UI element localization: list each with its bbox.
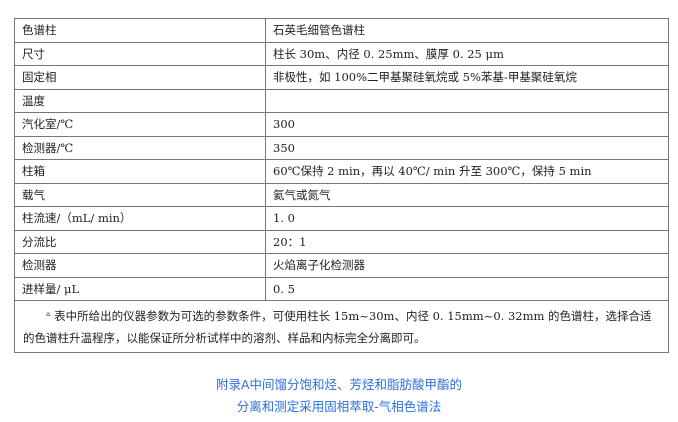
param-value: 300 — [265, 112, 669, 137]
param-name: 温度 — [14, 88, 266, 113]
param-value: 350 — [265, 135, 669, 160]
param-name: 汽化室/℃ — [14, 112, 266, 137]
param-value: 氦气或氮气 — [265, 182, 669, 207]
table-row: 检测器 火焰离子化检测器 — [14, 253, 669, 278]
table-row: 分流比 20：1 — [14, 229, 669, 254]
param-name: 固定相 — [14, 65, 266, 90]
table-row: 固定相 非极性，如 100%二甲基聚硅氧烷或 5%苯基-甲基聚硅氧烷 — [14, 65, 669, 90]
param-name: 检测器/℃ — [14, 135, 266, 160]
param-value: 非极性，如 100%二甲基聚硅氧烷或 5%苯基-甲基聚硅氧烷 — [265, 65, 669, 90]
table-row: 载气 氦气或氮气 — [14, 182, 669, 207]
param-name: 进样量/ μL — [14, 276, 266, 301]
table-row: 汽化室/℃ 300 — [14, 112, 669, 137]
param-value: 20：1 — [265, 229, 669, 254]
param-name: 载气 — [14, 182, 266, 207]
table-row: 进样量/ μL 0. 5 — [14, 276, 669, 301]
param-value: 1. 0 — [265, 206, 669, 231]
table-row: 尺寸 柱长 30m、内径 0. 25mm、膜厚 0. 25 μm — [14, 41, 669, 66]
param-value: 60℃保持 2 min，再以 40℃/ min 升至 300℃，保持 5 min — [265, 159, 669, 184]
param-name: 柱流速/（mL/ min） — [14, 206, 266, 231]
param-name: 检测器 — [14, 253, 266, 278]
param-name: 尺寸 — [14, 41, 266, 66]
gc-parameters-table: 色谱柱 石英毛细管色谱柱 尺寸 柱长 30m、内径 0. 25mm、膜厚 0. 25 … — [14, 18, 669, 353]
param-name: 分流比 — [14, 229, 266, 254]
param-value — [265, 88, 669, 113]
caption-line-1: 附录A中间馏分饱和烃、芳烃和脂肪酸甲酯的 — [215, 377, 463, 392]
table-row: 色谱柱 石英毛细管色谱柱 — [14, 18, 669, 43]
caption-line-2: 分离和测定采用固相萃取-气相色谱法 — [236, 399, 442, 414]
param-name: 色谱柱 — [14, 18, 266, 43]
param-value: 火焰离子化检测器 — [265, 253, 669, 278]
table-row: 柱箱 60℃保持 2 min，再以 40℃/ min 升至 300℃，保持 5 m… — [14, 159, 669, 184]
table-row: 检测器/℃ 350 — [14, 135, 669, 160]
param-value: 0. 5 — [265, 276, 669, 301]
param-value: 石英毛细管色谱柱 — [265, 18, 669, 43]
table-row: 温度 — [14, 88, 669, 113]
table-row: 柱流速/（mL/ min） 1. 0 — [14, 206, 669, 231]
table-note: ᵃ 表中所给出的仪器参数为可选的参数条件，可使用柱长 15m~30m、内径 0.… — [14, 300, 669, 353]
table-note-row: ᵃ 表中所给出的仪器参数为可选的参数条件，可使用柱长 15m~30m、内径 0.… — [14, 300, 669, 353]
param-name: 柱箱 — [14, 159, 266, 184]
param-value: 柱长 30m、内径 0. 25mm、膜厚 0. 25 μm — [265, 41, 669, 66]
